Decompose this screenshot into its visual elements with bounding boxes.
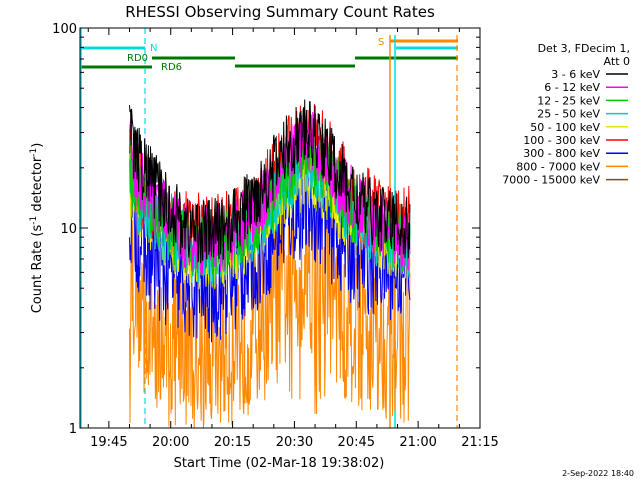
series-layer xyxy=(129,99,411,429)
legend-label: 7000 - 15000 keV xyxy=(502,174,600,187)
legend-item: 3 - 6 keV xyxy=(551,68,628,81)
footer-timestamp: 2-Sep-2022 18:40 xyxy=(562,469,634,478)
legend-item: 6 - 12 keV xyxy=(544,81,628,94)
legend-item: 7000 - 15000 keV xyxy=(502,174,628,187)
legend-label: 3 - 6 keV xyxy=(551,68,600,81)
chart-title: RHESSI Observing Summary Count Rates xyxy=(125,3,435,21)
legend-item: 12 - 25 keV xyxy=(537,94,628,107)
rd6-label: RD6 xyxy=(161,62,182,73)
night-label: N xyxy=(150,43,157,54)
rd0-label: RD0 xyxy=(127,53,148,64)
legend-label: 100 - 300 keV xyxy=(523,134,600,147)
legend-label: 25 - 50 keV xyxy=(537,108,600,121)
legend-item: 25 - 50 keV xyxy=(537,108,628,121)
legend-label: 800 - 7000 keV xyxy=(516,160,600,173)
y-axis-label: Count Rate (s-1 detector-1) xyxy=(29,143,45,314)
legend-item: 300 - 800 keV xyxy=(523,147,628,160)
y-tick-label: 10 xyxy=(60,222,77,237)
legend-label: 50 - 100 keV xyxy=(530,121,600,134)
legend-label: 12 - 25 keV xyxy=(537,94,600,107)
saa-label: S xyxy=(378,37,384,48)
y-tick-label: 1 xyxy=(69,422,77,437)
x-tick-label: 20:45 xyxy=(338,435,375,450)
legend-label: 6 - 12 keV xyxy=(544,81,600,94)
x-tick-label: 21:00 xyxy=(399,435,436,450)
legend-label: 300 - 800 keV xyxy=(523,147,600,160)
x-tick-label: 20:30 xyxy=(276,435,313,450)
legend-item: 800 - 7000 keV xyxy=(516,160,628,173)
x-axis-label: Start Time (02-Mar-18 19:38:02) xyxy=(174,456,385,471)
y-tick-label: 100 xyxy=(52,22,77,37)
x-tick-label: 19:45 xyxy=(90,435,127,450)
tick-layer: 19:45 20:00 20:15 20:30 20:45 21:00 21:15 1 10 10… xyxy=(52,22,499,450)
legend-header-line1: Det 3, FDecim 1, xyxy=(538,42,630,55)
x-tick-label: 20:00 xyxy=(152,435,189,450)
x-tick-label: 20:15 xyxy=(214,435,251,450)
series-line xyxy=(129,99,411,264)
legend-item: 100 - 300 keV xyxy=(523,134,628,147)
x-tick-label: 21:15 xyxy=(461,435,498,450)
legend-item: 50 - 100 keV xyxy=(530,121,628,134)
series-3-6keV xyxy=(129,99,411,264)
legend-header-line2: Att 0 xyxy=(604,55,630,68)
